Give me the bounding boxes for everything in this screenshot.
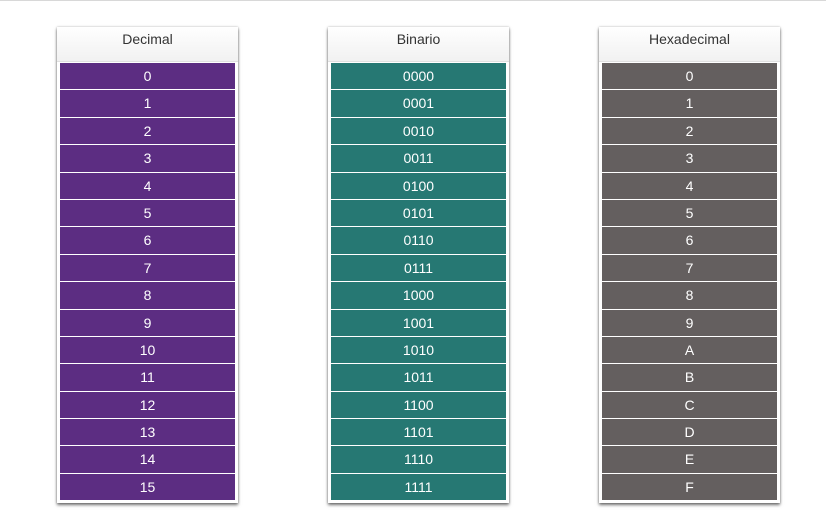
table-cell: 1010	[331, 335, 506, 364]
column-card: Hexadecimal 0 1 2 3 4 5 6 7 8 9 A B C D E F	[599, 27, 780, 504]
table-cell: 12	[60, 390, 235, 419]
column-header: Hexadecimal	[599, 27, 780, 62]
table-cell: 7	[60, 253, 235, 282]
column-cells: 0000 0001 0010 0011 0100 0101 0110 0111 1000 1001…	[328, 62, 509, 501]
table-cell: 9	[602, 308, 777, 336]
table-cell: 6	[602, 226, 777, 254]
table-cell: 1110	[331, 445, 506, 473]
table-cell: 15	[60, 472, 235, 501]
table-cell: 1100	[331, 390, 506, 419]
table-cell: 3	[602, 144, 777, 172]
table-cell: 8	[602, 281, 777, 309]
table-cell: A	[602, 335, 777, 364]
table-cell: 0011	[331, 144, 506, 172]
table-cell: 0100	[331, 171, 506, 199]
column-cells: 0 1 2 3 4 5 6 7 8 9 10 11 12 13 14 15	[57, 62, 238, 501]
table-cell: 4	[60, 171, 235, 199]
table-cell: 0010	[331, 116, 506, 145]
column-header: Binario	[328, 27, 509, 62]
table-cell: 1	[602, 89, 777, 117]
table-cell: 1101	[331, 418, 506, 446]
table-cell: B	[602, 363, 777, 391]
column-header: Decimal	[57, 27, 238, 62]
table-cell: 13	[60, 418, 235, 446]
table-cell: 11	[60, 363, 235, 391]
table-cell: 0000	[331, 62, 506, 90]
table-cell: 3	[60, 144, 235, 172]
top-border	[0, 0, 826, 1]
table-cell: 4	[602, 171, 777, 199]
table-cell: 14	[60, 445, 235, 473]
table-cell: 1	[60, 89, 235, 117]
table-cell: 0	[602, 62, 777, 90]
table-cell: 5	[602, 198, 777, 227]
table-cell: F	[602, 472, 777, 501]
table-cell: 6	[60, 226, 235, 254]
table-cell: 0111	[331, 253, 506, 282]
table-cell: 9	[60, 308, 235, 336]
table-cell: 1000	[331, 281, 506, 309]
table-cell: D	[602, 418, 777, 446]
table-cell: E	[602, 445, 777, 473]
table-cell: 5	[60, 198, 235, 227]
table-cell: 1001	[331, 308, 506, 336]
table-cell: 2	[60, 116, 235, 145]
table-cell: 2	[602, 116, 777, 145]
table-cell: 1111	[331, 472, 506, 501]
table-cell: 10	[60, 335, 235, 364]
table-cell: 0001	[331, 89, 506, 117]
table-cell: 1011	[331, 363, 506, 391]
column-card: Decimal 0 1 2 3 4 5 6 7 8 9 10 11 12 13 14 15	[57, 27, 238, 504]
table-cell: 0101	[331, 198, 506, 227]
table-cell: 0	[60, 62, 235, 90]
column-card: Binario 0000 0001 0010 0011 0100 0101 0110 0111 1…	[328, 27, 509, 504]
table-cell: 8	[60, 281, 235, 309]
table-cell: C	[602, 390, 777, 419]
table-cell: 0110	[331, 226, 506, 254]
table-cell: 7	[602, 253, 777, 282]
